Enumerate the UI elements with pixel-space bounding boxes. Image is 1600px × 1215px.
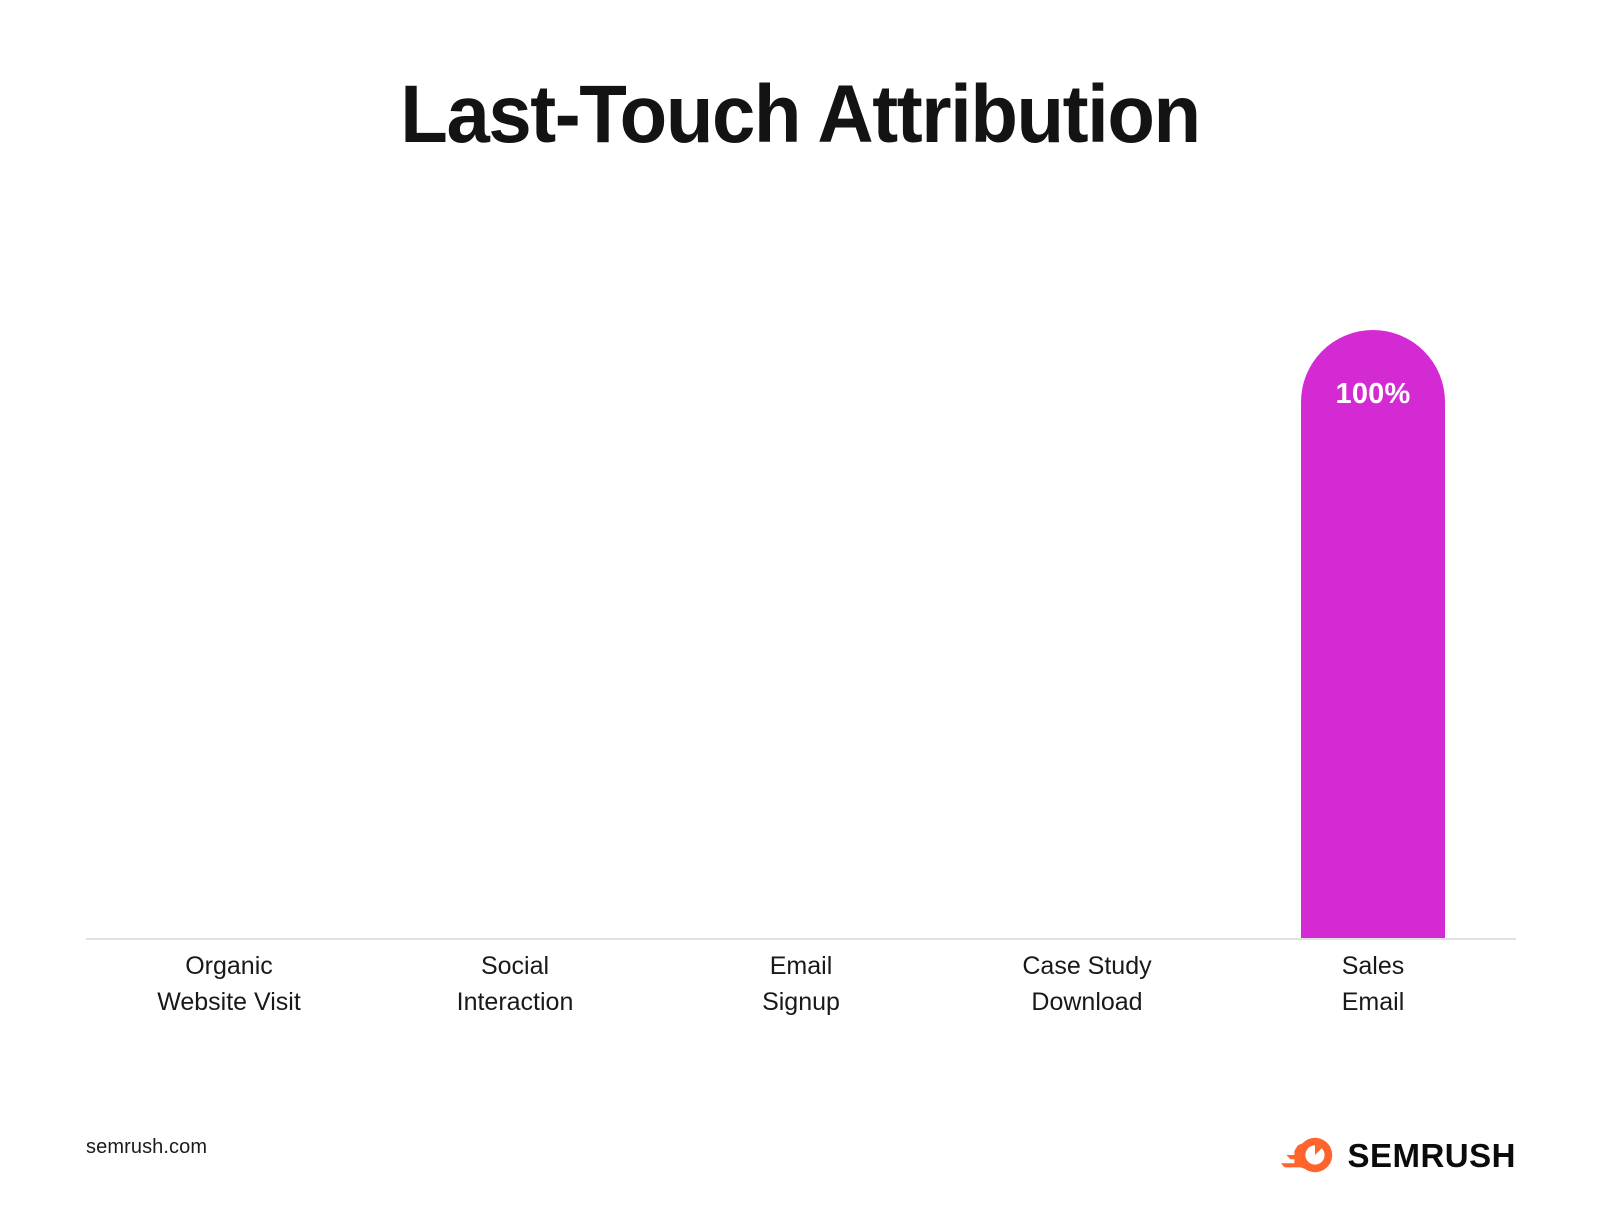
- bar-series: 100%: [86, 200, 1516, 940]
- semrush-comet-icon: [1281, 1137, 1333, 1173]
- bar-value-sales-email: 100%: [1335, 378, 1411, 410]
- x-label-line: Download: [1031, 988, 1143, 1017]
- x-label-line: Signup: [762, 988, 840, 1017]
- x-label-line: Email: [1341, 988, 1405, 1017]
- x-label-case-study-download: Case Study Download: [944, 948, 1230, 1021]
- bar-slot-email-signup: [658, 200, 944, 940]
- x-label-organic-website-visit: Organic Website Visit: [86, 948, 372, 1021]
- x-axis-line: [86, 938, 1516, 940]
- x-label-line: Organic: [185, 952, 273, 980]
- bar-sales-email: 100%: [1301, 330, 1445, 940]
- x-label-line: Email: [769, 952, 833, 980]
- source-url: semrush.com: [86, 1136, 208, 1158]
- x-label-line: Sales: [1341, 952, 1405, 980]
- bar-slot-social-interaction: [372, 200, 658, 940]
- x-axis-labels: Organic Website Visit Social Interaction…: [86, 948, 1516, 1021]
- page-title: Last-Touch Attribution: [400, 69, 1201, 160]
- bar-slot-sales-email: 100%: [1230, 200, 1516, 940]
- semrush-wordmark: SEMRUSH: [1347, 1136, 1516, 1174]
- semrush-logo: SEMRUSH: [1281, 1133, 1516, 1177]
- x-label-line: Interaction: [456, 988, 574, 1017]
- bar-slot-case-study-download: [944, 200, 1230, 940]
- x-label-sales-email: Sales Email: [1230, 948, 1516, 1021]
- bar-slot-organic-website-visit: [86, 200, 372, 940]
- x-label-line: Website Visit: [157, 988, 301, 1017]
- x-label-line: Social: [480, 952, 550, 980]
- x-label-email-signup: Email Signup: [658, 948, 944, 1021]
- x-label-line: Case Study: [1022, 952, 1152, 980]
- x-label-social-interaction: Social Interaction: [372, 948, 658, 1021]
